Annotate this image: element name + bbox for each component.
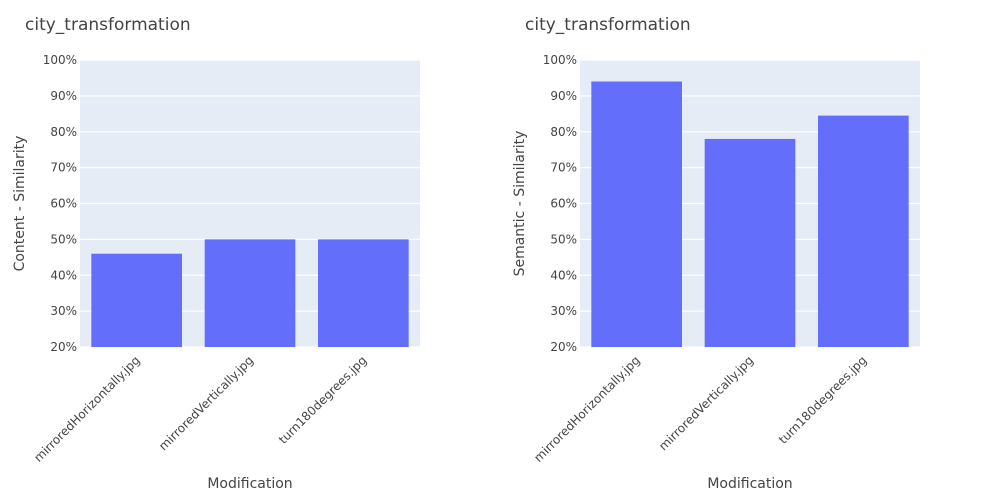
y-tick-label: 50%	[550, 232, 577, 246]
y-tick-label: 80%	[550, 125, 577, 139]
x-tick-label: mirroredHorizontally.jpg	[31, 353, 143, 465]
y-tick-label: 40%	[50, 268, 77, 282]
y-tick-label: 70%	[550, 161, 577, 175]
bar-1	[591, 81, 682, 348]
y-tick-label: 90%	[50, 89, 77, 103]
bar-3	[818, 115, 909, 347]
y-tick-label: 90%	[550, 89, 577, 103]
y-axis-title: Semantic - Similarity	[512, 131, 528, 277]
bar-2	[704, 138, 796, 347]
y-tick-label: 20%	[550, 340, 577, 354]
y-tick-label: 60%	[50, 197, 77, 211]
bar-3	[318, 239, 409, 347]
y-tick-label: 100%	[43, 53, 77, 67]
y-tick-label: 60%	[550, 197, 577, 211]
bar-1	[91, 253, 182, 347]
x-tick-label: turn180degrees.jpg	[276, 353, 370, 447]
y-tick-label: 100%	[543, 53, 577, 67]
y-tick-label: 30%	[550, 304, 577, 318]
x-axis-title: Modification	[707, 476, 792, 492]
x-tick-label: mirroredVertically.jpg	[156, 353, 256, 453]
y-tick-label: 40%	[550, 268, 577, 282]
y-tick-label: 70%	[50, 161, 77, 175]
y-axis-title: Content - Similarity	[12, 136, 28, 272]
x-tick-label: mirroredHorizontally.jpg	[531, 353, 643, 465]
chart-title: city_transformation	[25, 15, 191, 35]
bar-2	[204, 239, 296, 347]
y-tick-label: 20%	[50, 340, 77, 354]
y-tick-label: 30%	[50, 304, 77, 318]
x-tick-label: mirroredVertically.jpg	[656, 353, 756, 453]
y-tick-label: 50%	[50, 232, 77, 246]
x-axis-title: Modification	[207, 476, 292, 492]
x-tick-label: turn180degrees.jpg	[776, 353, 870, 447]
y-tick-label: 80%	[50, 125, 77, 139]
chart-title: city_transformation	[525, 15, 691, 35]
